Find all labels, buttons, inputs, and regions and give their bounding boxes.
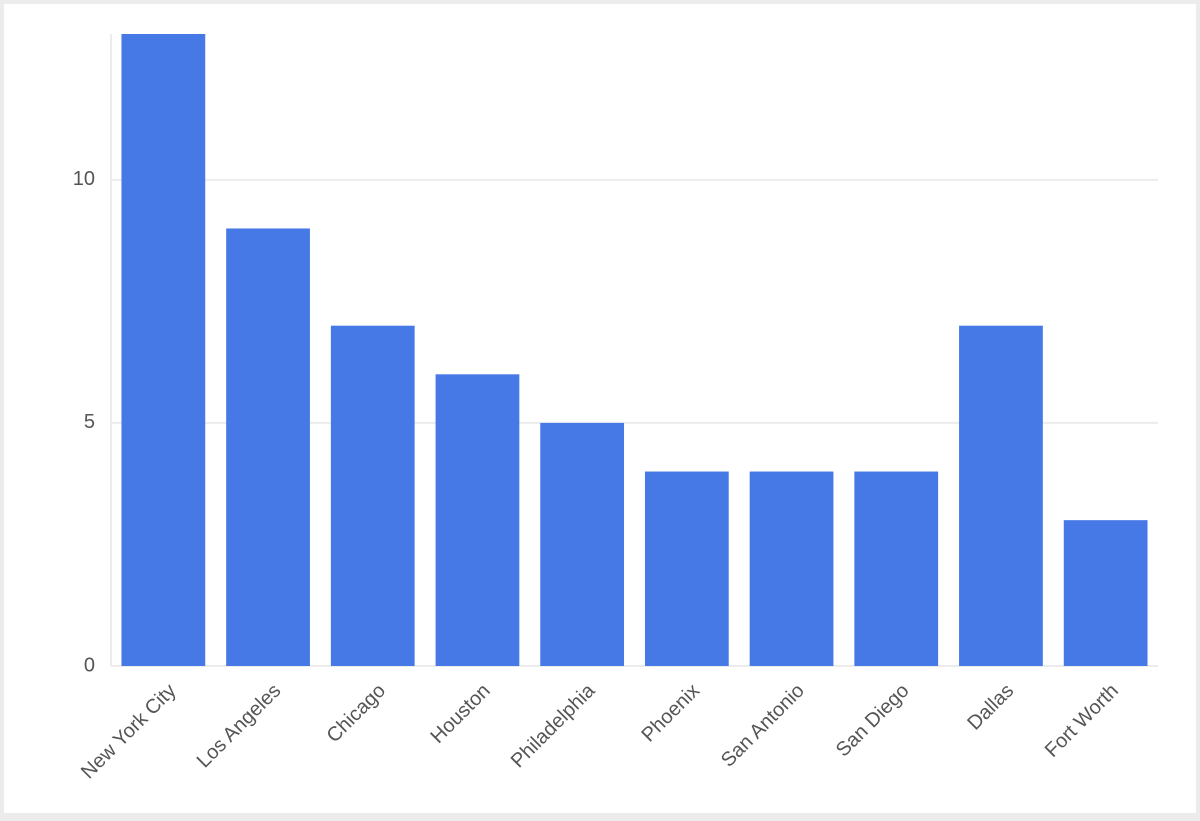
bar bbox=[540, 422, 625, 666]
bar bbox=[226, 228, 310, 666]
x-tick-label: Dallas bbox=[963, 680, 1018, 735]
x-tick-label: Phoenix bbox=[637, 680, 704, 747]
x-tick-label: Chicago bbox=[323, 680, 390, 747]
bar bbox=[330, 325, 415, 666]
y-tick-label: 5 bbox=[84, 411, 95, 433]
x-tick-label: New York City bbox=[77, 680, 181, 784]
x-tick-label: San Diego bbox=[832, 680, 914, 762]
bar bbox=[854, 471, 939, 666]
x-tick-label: Philadelphia bbox=[507, 679, 600, 772]
bar bbox=[435, 374, 520, 666]
x-tick-label: Los Angeles bbox=[193, 680, 286, 773]
x-tick-label: Houston bbox=[426, 680, 494, 748]
bar bbox=[121, 34, 206, 666]
x-tick-label: Fort Worth bbox=[1041, 680, 1123, 762]
y-tick-label: 10 bbox=[73, 168, 95, 190]
bar bbox=[1063, 520, 1148, 666]
x-tick-label: San Antonio bbox=[717, 680, 809, 772]
bar bbox=[644, 471, 729, 666]
bar bbox=[749, 471, 834, 666]
bar bbox=[959, 325, 1043, 666]
y-tick-label: 0 bbox=[84, 654, 95, 676]
